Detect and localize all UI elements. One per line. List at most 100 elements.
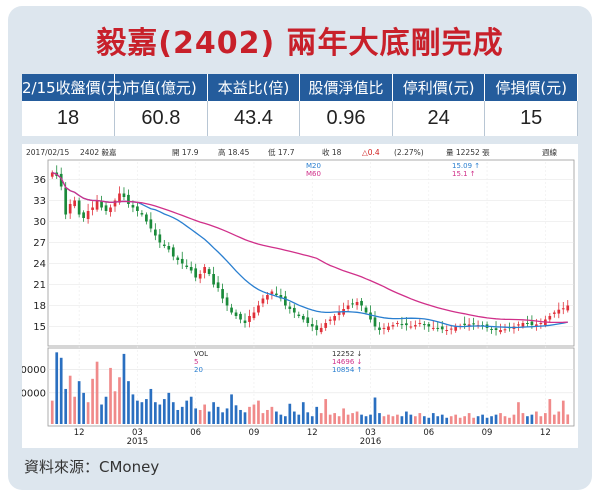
info-date: 2017/02/15 bbox=[26, 148, 69, 157]
candle-body bbox=[149, 219, 153, 229]
info-change: △0.4 bbox=[362, 148, 380, 157]
volume-bar bbox=[212, 402, 215, 424]
candle-body bbox=[64, 187, 68, 215]
legend-m60-label: M60 bbox=[306, 170, 321, 178]
candle-body bbox=[436, 327, 440, 329]
volume-bar bbox=[158, 404, 162, 424]
volume-bar bbox=[409, 414, 413, 424]
candle-body bbox=[391, 325, 395, 327]
volume-bar bbox=[396, 414, 399, 424]
candle-body bbox=[414, 325, 417, 327]
candle-body bbox=[427, 324, 431, 327]
volume-bar bbox=[64, 388, 68, 424]
legend-v20-value: 10854 ↑ bbox=[332, 366, 362, 374]
candle-body bbox=[373, 317, 377, 327]
candle-body bbox=[288, 306, 292, 309]
candle-body bbox=[306, 317, 310, 323]
volume-bar bbox=[136, 400, 139, 424]
volume-bar bbox=[454, 414, 458, 424]
volume-bar bbox=[243, 412, 247, 424]
candle-body bbox=[499, 330, 502, 333]
volume-bar bbox=[284, 416, 287, 424]
candle-body bbox=[530, 321, 534, 326]
volume-bar bbox=[59, 357, 63, 424]
volume-bar bbox=[400, 416, 404, 424]
year-label: 2016 bbox=[360, 437, 382, 447]
headline: 毅嘉(2402) 兩年大底剛完成 bbox=[96, 26, 504, 61]
volume-bar bbox=[50, 400, 54, 424]
legend-m20-value: 15.09 ↑ bbox=[452, 162, 480, 170]
info-open: 開 17.9 bbox=[172, 148, 199, 157]
candle-body bbox=[77, 200, 81, 215]
volume-bar bbox=[391, 416, 395, 424]
stat-header-pe: 本益比(倍) bbox=[207, 74, 301, 101]
candle-body bbox=[440, 326, 444, 330]
volume-bar bbox=[467, 413, 471, 424]
candle-body bbox=[382, 327, 386, 329]
candle-body bbox=[517, 324, 520, 326]
volume-bar bbox=[261, 413, 265, 424]
volume-bar bbox=[275, 411, 278, 424]
stat-value-take-profit: 24 bbox=[392, 100, 486, 136]
candle-body bbox=[50, 172, 54, 177]
ma-legend: M20 15.09 ↑ M60 15.1 ↑ bbox=[306, 162, 480, 178]
candle-body bbox=[194, 268, 198, 278]
volume-bar bbox=[463, 416, 466, 424]
candle-body bbox=[351, 303, 354, 305]
candle-body bbox=[310, 324, 314, 327]
stat-value-market-cap: 60.8 bbox=[114, 100, 208, 136]
legend-vol-value: 12252 ↓ bbox=[332, 350, 362, 358]
volume-bar bbox=[521, 413, 525, 424]
volume-bar bbox=[337, 416, 341, 424]
volume-bar bbox=[481, 414, 484, 424]
price-panel-border bbox=[47, 159, 575, 347]
volume-bar bbox=[382, 416, 386, 424]
volume-bar bbox=[561, 400, 565, 424]
candle-body bbox=[360, 300, 363, 306]
price-tick-label: 18 bbox=[33, 301, 46, 312]
candle-body bbox=[275, 293, 278, 295]
volume-bar bbox=[203, 404, 206, 424]
volume-bar bbox=[167, 392, 171, 424]
candle-body bbox=[292, 307, 296, 313]
volume-bar bbox=[315, 406, 319, 424]
volume-bar bbox=[566, 414, 570, 424]
candle-body bbox=[328, 319, 332, 321]
volume-bar bbox=[369, 414, 372, 424]
candle-body bbox=[539, 323, 543, 324]
volume-bar bbox=[485, 417, 489, 424]
candle-body bbox=[279, 295, 283, 299]
candle-body bbox=[467, 324, 471, 327]
x-tick-label: 09 bbox=[482, 428, 493, 438]
volume-bar bbox=[252, 404, 256, 424]
candle-body bbox=[100, 200, 103, 208]
volume-bar bbox=[239, 409, 242, 424]
candle-body bbox=[535, 324, 538, 327]
candle-body bbox=[252, 312, 256, 319]
candle-body bbox=[409, 326, 413, 328]
stat-value-stop-loss: 15 bbox=[484, 100, 578, 136]
candle-body bbox=[198, 274, 202, 279]
candle-body bbox=[131, 205, 135, 208]
moving-average-lines bbox=[51, 171, 568, 329]
volume-bar bbox=[234, 405, 238, 424]
volume-bar bbox=[440, 414, 444, 424]
volume-bar bbox=[405, 411, 408, 424]
candle-body bbox=[104, 205, 108, 211]
candle-body bbox=[445, 330, 449, 331]
info-stock: 2402 毅嘉 bbox=[80, 147, 117, 157]
x-tick-label: 03 bbox=[132, 428, 143, 438]
candle-body bbox=[109, 207, 112, 213]
volume-bar bbox=[414, 416, 417, 424]
x-tick-label: 06 bbox=[423, 428, 434, 438]
volume-bar bbox=[176, 409, 180, 424]
info-volume: 量 12252 張 bbox=[446, 148, 490, 157]
candle-body bbox=[140, 213, 144, 215]
legend-vol-label: VOL bbox=[194, 350, 208, 358]
candle-body bbox=[122, 193, 126, 197]
stat-header-stop-loss: 停損價(元) bbox=[484, 74, 578, 101]
candle-body bbox=[86, 211, 90, 220]
candle-body bbox=[230, 307, 233, 313]
candle-body bbox=[405, 323, 408, 326]
candle-body bbox=[203, 267, 206, 273]
